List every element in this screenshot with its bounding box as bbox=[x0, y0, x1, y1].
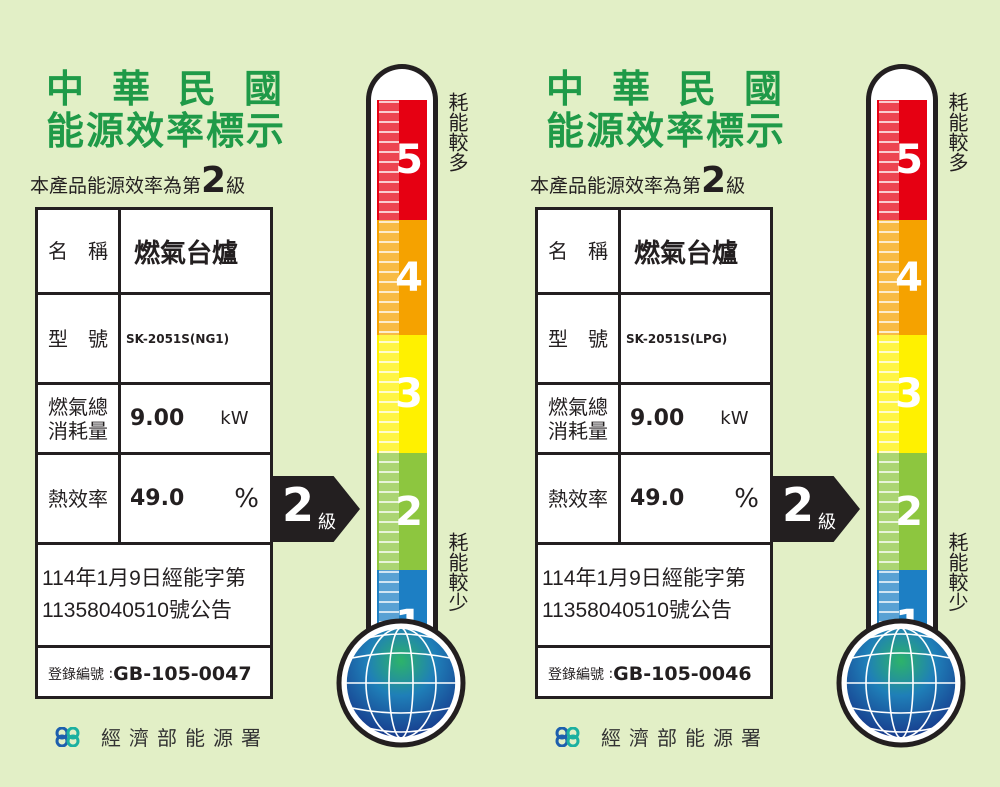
title-country: 中華民國 bbox=[46, 67, 311, 111]
efficiency-label: 熱效率 bbox=[38, 455, 121, 542]
model-value: SK-2051S(LPG) bbox=[626, 331, 728, 346]
bottom-caption: 耗能較少 bbox=[945, 532, 969, 612]
grade-prefix: 本產品能源效率為第 bbox=[30, 175, 202, 197]
top-caption: 耗能較多 bbox=[945, 92, 969, 172]
grade-number: 2 bbox=[201, 160, 227, 201]
level-number: 5 bbox=[895, 137, 923, 183]
agency-logo-icon bbox=[55, 726, 80, 747]
grade-statement: 本產品能源效率為第2級 bbox=[30, 160, 245, 201]
energy-label-2: 中華民國 能源效率標示 本產品能源效率為第2級 名 稱燃氣台爐 型 號 SK-20… bbox=[500, 0, 1000, 787]
level-number: 5 bbox=[395, 137, 423, 183]
level-number: 4 bbox=[895, 254, 923, 301]
registration-value: GB-105-0047 bbox=[113, 662, 252, 685]
row-consumption: 燃氣總消耗量 9.00 kW bbox=[38, 385, 270, 455]
energy-label-1: 中華民國 能源效率標示 本產品能源效率為第2級 名 稱燃氣台爐 型 號 SK-20… bbox=[30, 64, 469, 751]
title-country: 中華民國 bbox=[546, 67, 811, 111]
efficiency-value: 49.0 bbox=[630, 486, 685, 511]
consumption-cell: 9.00 kW bbox=[124, 385, 270, 452]
level-number: 2 bbox=[895, 488, 923, 535]
agency-footer: 經濟部能源署 bbox=[55, 722, 269, 751]
registration-label: 登錄編號 bbox=[48, 666, 104, 683]
model-value: SK-2051S(NG1) bbox=[126, 331, 230, 346]
efficiency-label: 熱效率 bbox=[538, 455, 621, 542]
registration-label: 登錄編號 bbox=[548, 666, 604, 683]
consumption-cell: 9.00 kW bbox=[624, 385, 770, 452]
grade-suffix: 級 bbox=[226, 175, 246, 197]
name-label: 名 稱 bbox=[538, 210, 621, 292]
grade-prefix: 本產品能源效率為第 bbox=[530, 175, 702, 197]
title-label: 能源效率標示 bbox=[46, 109, 287, 153]
consumption-value: 9.00 bbox=[130, 406, 185, 431]
agency-name: 經濟部能源署 bbox=[101, 726, 269, 750]
efficiency-unit: % bbox=[734, 483, 759, 514]
model-label: 型 號 bbox=[538, 295, 621, 382]
name-label: 名 稱 bbox=[38, 210, 121, 292]
model-label: 型 號 bbox=[38, 295, 121, 382]
consumption-label: 燃氣總消耗量 bbox=[38, 385, 121, 452]
name-value: 燃氣台爐 bbox=[134, 238, 239, 269]
row-efficiency: 熱效率 49.0% bbox=[38, 455, 270, 545]
agency-logo-icon bbox=[555, 726, 580, 747]
row-consumption: 燃氣總消耗量 9.00 kW bbox=[538, 385, 770, 455]
row-model: 型 號 SK-2051S(LPG) bbox=[538, 295, 770, 385]
top-caption: 耗能較多 bbox=[445, 92, 469, 172]
scale-ticks bbox=[379, 93, 399, 644]
scale-ticks bbox=[879, 93, 899, 644]
thermometer: 54321 bbox=[866, 64, 938, 644]
level-number: 3 bbox=[395, 371, 423, 417]
announcement: 114年1月9日經能字第11358040510號公告 bbox=[38, 545, 270, 648]
registration-value: GB-105-0046 bbox=[613, 662, 752, 685]
title-label: 能源效率標示 bbox=[546, 109, 787, 153]
agency-footer: 經濟部能源署 bbox=[555, 722, 769, 751]
globe-icon bbox=[836, 618, 966, 748]
spec-table: 名 稱燃氣台爐 型 號 SK-2051S(NG1) 燃氣總消耗量 9.00 kW 熱效… bbox=[35, 207, 273, 699]
arrow-unit: 級 bbox=[818, 512, 836, 533]
row-registration: 登錄編號 : GB-105-0046 bbox=[548, 662, 752, 685]
consumption-value: 9.00 bbox=[630, 406, 685, 431]
level-number: 3 bbox=[895, 371, 923, 417]
announcement: 114年1月9日經能字第11358040510號公告 bbox=[538, 545, 770, 648]
arrow-grade: 2 bbox=[282, 478, 315, 532]
arrow-grade: 2 bbox=[782, 478, 815, 532]
grade-statement: 本產品能源效率為第2級 bbox=[530, 160, 745, 201]
row-name: 名 稱燃氣台爐 bbox=[538, 210, 770, 295]
row-name: 名 稱燃氣台爐 bbox=[38, 210, 270, 295]
consumption-unit: kW bbox=[720, 408, 749, 429]
row-model: 型 號 SK-2051S(NG1) bbox=[38, 295, 270, 385]
globe-icon bbox=[336, 618, 466, 748]
row-efficiency: 熱效率 49.0% bbox=[538, 455, 770, 545]
name-value: 燃氣台爐 bbox=[634, 238, 739, 269]
grade-number: 2 bbox=[701, 160, 727, 201]
consumption-unit: kW bbox=[220, 408, 249, 429]
efficiency-unit: % bbox=[234, 483, 259, 514]
efficiency-value: 49.0 bbox=[130, 486, 185, 511]
thermometer: 54321 bbox=[366, 64, 438, 644]
consumption-label: 燃氣總消耗量 bbox=[538, 385, 621, 452]
efficiency-cell: 49.0% bbox=[124, 455, 270, 542]
agency-name: 經濟部能源署 bbox=[601, 726, 769, 750]
level-number: 4 bbox=[395, 254, 423, 301]
grade-suffix: 級 bbox=[726, 175, 746, 197]
bottom-caption: 耗能較少 bbox=[445, 532, 469, 612]
row-registration: 登錄編號 : GB-105-0047 bbox=[48, 662, 252, 685]
arrow-unit: 級 bbox=[318, 512, 336, 533]
efficiency-cell: 49.0% bbox=[624, 455, 770, 542]
level-number: 2 bbox=[395, 488, 423, 535]
spec-table: 名 稱燃氣台爐 型 號 SK-2051S(LPG) 燃氣總消耗量 9.00 kW 熱效… bbox=[535, 207, 773, 699]
